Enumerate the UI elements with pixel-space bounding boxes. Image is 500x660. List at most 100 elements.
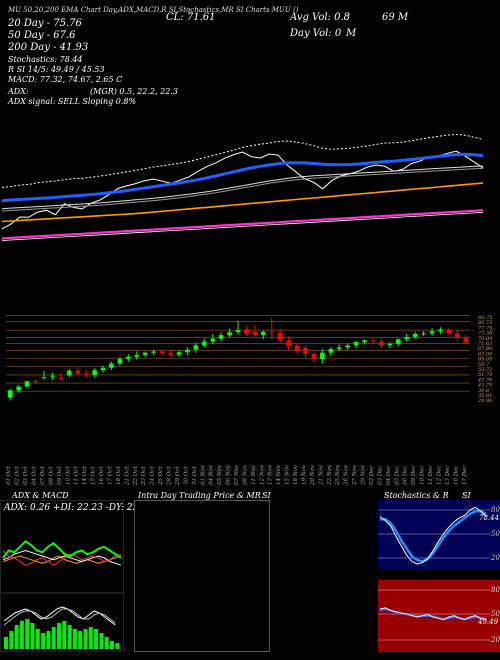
date-tick-label: 25 Nov [335, 464, 341, 486]
macd-histogram-bar [4, 637, 8, 649]
adx-signal-label: ADX signal: SELL Sloping 0.8% [8, 97, 137, 106]
candle-body [362, 340, 367, 343]
adx-orange-line [2, 555, 122, 564]
dma50-label: 50 Day - 67.6 [8, 30, 76, 41]
rsi-label: R SI 14/5: 49.49 / 45.53 [8, 65, 105, 74]
date-tick-label: 27 Nov [352, 464, 358, 486]
candle-body [92, 370, 97, 375]
candle-body [168, 353, 173, 355]
macd-histogram-bar [115, 643, 120, 649]
intraday-panel [134, 500, 270, 652]
stoch-level-50: 50 [491, 530, 500, 538]
candle-body [185, 349, 190, 353]
candle-body [50, 375, 55, 377]
date-tick-label: 13 Nov [268, 464, 274, 485]
macd-histogram-bar [72, 629, 77, 649]
macd-histogram-bar [25, 619, 30, 649]
macd-line [3, 606, 116, 626]
date-tick-label: 15 Nov [285, 464, 291, 485]
candle-body [269, 331, 275, 333]
date-tick-label: 21 Oct [124, 466, 130, 486]
candle-body [41, 377, 47, 379]
macd-histogram-bar [51, 627, 56, 649]
candle-body [244, 330, 249, 334]
adx-white-line [2, 549, 122, 566]
candle-body [353, 342, 359, 346]
candle-body [193, 345, 199, 350]
candle-body [159, 351, 165, 354]
stoch-level-80: 80 [491, 506, 500, 514]
date-tick-label: 03 Dec [377, 466, 383, 486]
candle-body [429, 331, 435, 334]
date-tick-label: 29 Oct [175, 466, 181, 486]
candle-body [395, 339, 401, 344]
candle-body [210, 338, 215, 342]
stoch-level-20: 20 [491, 554, 500, 562]
rsi-chart [378, 589, 490, 641]
date-tick-label: 02 Oct [15, 466, 21, 485]
price-level-label: 59.7 [478, 362, 490, 368]
date-tick-label: 16 Oct [99, 466, 105, 485]
candle-body [277, 332, 283, 341]
candle-body [201, 341, 207, 346]
ma-blue-line [1, 152, 484, 203]
stoch-d-line [380, 509, 487, 563]
ma-gray-line-2 [1, 165, 484, 210]
stoch-k-line [379, 506, 487, 565]
candle-body [218, 335, 224, 339]
date-tick-label: 08 Nov [242, 464, 248, 485]
stoch-value: 78.44 [479, 514, 500, 522]
macd-histogram-bar [14, 625, 19, 649]
macd-signal-line [3, 608, 116, 626]
price-level-label: 71.63 [478, 341, 492, 347]
stoch-chart [378, 506, 490, 565]
dma200-label: 200 Day - 41.93 [8, 42, 89, 53]
macd-histogram-bar [110, 641, 114, 649]
candle-body [387, 343, 393, 346]
date-tick-label: 07 Oct [40, 466, 46, 485]
candle-body [117, 358, 123, 364]
macd-histogram-bar [78, 631, 83, 649]
macd-histogram-bar [9, 631, 14, 649]
candle-body [404, 337, 410, 340]
candle-body [75, 370, 81, 374]
macd-histogram-bar [67, 625, 72, 649]
date-tick-label: 11 Dec [428, 466, 434, 486]
date-tick-label: 10 Oct [65, 466, 71, 485]
date-tick-label: 08 Oct [48, 466, 54, 485]
rsi-smooth-line [379, 608, 487, 621]
date-tick-label: 14 Nov [276, 464, 282, 485]
date-tick-label: 30 Oct [183, 466, 189, 485]
date-tick-label: 11 Nov [251, 464, 257, 485]
candle-body [446, 329, 452, 334]
price-level-label: 67.08 [478, 351, 492, 357]
price-level-label: 80.75 [478, 315, 492, 321]
adx-values: ADX: 0.26 +DI: 22.23 -DY: 22.35 [4, 503, 153, 513]
close-label: CL: 71.61 [166, 12, 216, 23]
day-vol-unit: M [346, 28, 357, 39]
date-tick-label: 06 Nov [226, 464, 232, 485]
ma-magenta-line [1, 209, 484, 240]
price-level-label: 47.76 [477, 377, 493, 383]
candle-body [235, 330, 241, 333]
macd-histogram-bar [88, 627, 93, 649]
price-level-label: 43.79 [477, 383, 493, 389]
date-tick-label: 01 Oct [6, 466, 12, 485]
rsi-line [379, 607, 487, 621]
candle-body [336, 347, 342, 349]
rsi-panel: 80 50 20 49.49 [378, 580, 500, 652]
macd-histogram-bar [99, 633, 104, 649]
adx-macd-title: ADX & MACD [12, 491, 69, 500]
date-tick-label: 17 Oct [107, 466, 113, 485]
adx-chart [1, 540, 123, 649]
date-tick-label: 29 Nov [361, 464, 367, 486]
macd-histogram-bar [57, 623, 61, 649]
macd-histogram-bar [35, 629, 40, 649]
date-tick-label: 18 Oct [116, 466, 122, 485]
candle-body [455, 333, 460, 338]
top-strip: MU 50,20,200 EMA Chart Day,ADX,MACD,R SI… [8, 6, 300, 14]
macd-histogram-bar [83, 629, 88, 649]
candle-body [7, 390, 13, 398]
date-tick-label: 12 Dec [436, 466, 442, 486]
candle-body [345, 345, 350, 348]
